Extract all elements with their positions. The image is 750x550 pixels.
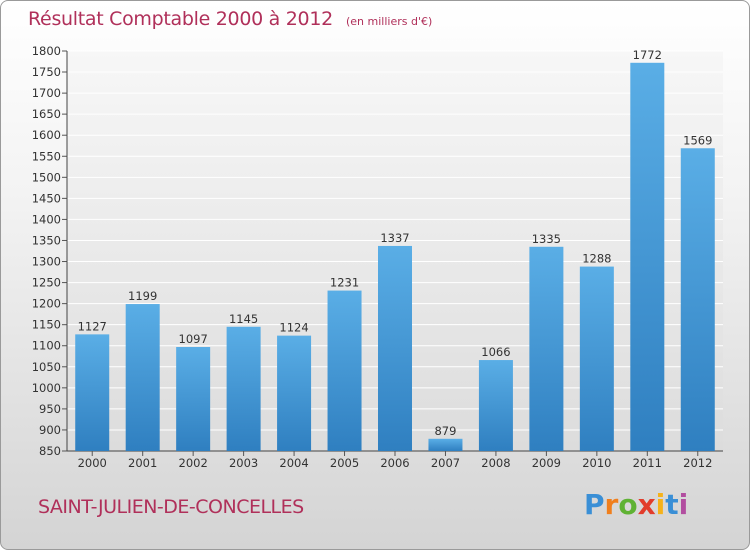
data-label: 879 [434,424,456,438]
chart-title: Résultat Comptable 2000 à 2012 [28,8,333,30]
data-label: 1199 [128,289,157,303]
y-tick-label: 1350 [32,233,61,247]
y-tick-label: 1200 [32,297,61,311]
logo-letter: t [665,488,679,521]
x-tick-label: 2004 [279,456,308,470]
chart-title-row: Résultat Comptable 2000 à 2012 (en milli… [28,8,432,30]
bar-2008 [478,360,513,451]
y-tick-label: 1650 [32,107,61,121]
x-tick-label: 2011 [633,456,662,470]
data-label: 1772 [633,48,662,62]
data-label: 1335 [532,232,561,246]
bar-2000 [75,334,110,451]
x-tick-label: 2001 [128,456,157,470]
x-tick-label: 2006 [380,456,409,470]
x-tick-label: 2007 [431,456,460,470]
y-tick-label: 1300 [32,255,61,269]
y-tick-label: 1700 [32,86,61,100]
logo-letter: r [604,488,619,521]
x-tick-label: 2010 [582,456,611,470]
bar-2011 [630,62,665,451]
y-tick-label: 1600 [32,128,61,142]
data-label: 1288 [582,252,611,266]
y-tick-label: 1000 [32,381,61,395]
bar-2007 [428,438,463,451]
y-tick-label: 1400 [32,212,61,226]
bar-2006 [378,245,412,451]
x-tick-label: 2009 [532,456,561,470]
y-tick-label: 850 [39,444,61,458]
bar-2010 [579,266,614,451]
y-tick-label: 950 [39,402,61,416]
bar-2012 [680,148,715,451]
y-tick-label: 1450 [32,191,61,205]
logo-letter: x [637,488,656,521]
data-label: 1231 [330,276,359,290]
bar-2003 [226,326,261,451]
y-tick-label: 1250 [32,276,61,290]
data-label: 1337 [380,231,409,245]
data-label: 1066 [481,345,510,359]
chart-subtitle: (en milliers d'€) [345,15,433,28]
data-label: 1145 [229,312,258,326]
bar-2004 [277,335,312,451]
bar-2005 [327,290,362,451]
y-tick-label: 1800 [32,44,61,58]
bar-2009 [529,246,564,451]
bar-2002 [176,347,211,451]
logo-letter: P [584,488,605,521]
data-label: 1127 [78,319,107,333]
logo-letter: i [655,488,666,521]
x-tick-label: 2012 [683,456,712,470]
data-label: 1124 [279,321,308,335]
logo-letter: o [618,488,638,521]
y-tick-label: 1100 [32,339,61,353]
proxiti-logo: Proxiti [584,488,688,521]
data-label: 1569 [683,133,712,147]
bar-2001 [125,304,160,451]
y-tick-label: 1750 [32,65,61,79]
x-tick-label: 2008 [481,456,510,470]
x-tick-label: 2005 [330,456,359,470]
y-tick-label: 1550 [32,149,61,163]
y-tick-label: 1150 [32,318,61,332]
x-tick-label: 2002 [179,456,208,470]
x-tick-label: 2003 [229,456,258,470]
commune-name: SAINT-JULIEN-DE-CONCELLES [38,496,304,518]
data-label: 1097 [179,332,208,346]
logo-letter: i [678,488,689,521]
y-tick-label: 1050 [32,360,61,374]
y-tick-label: 900 [39,423,61,437]
y-tick-label: 1500 [32,170,61,184]
x-tick-label: 2000 [78,456,107,470]
